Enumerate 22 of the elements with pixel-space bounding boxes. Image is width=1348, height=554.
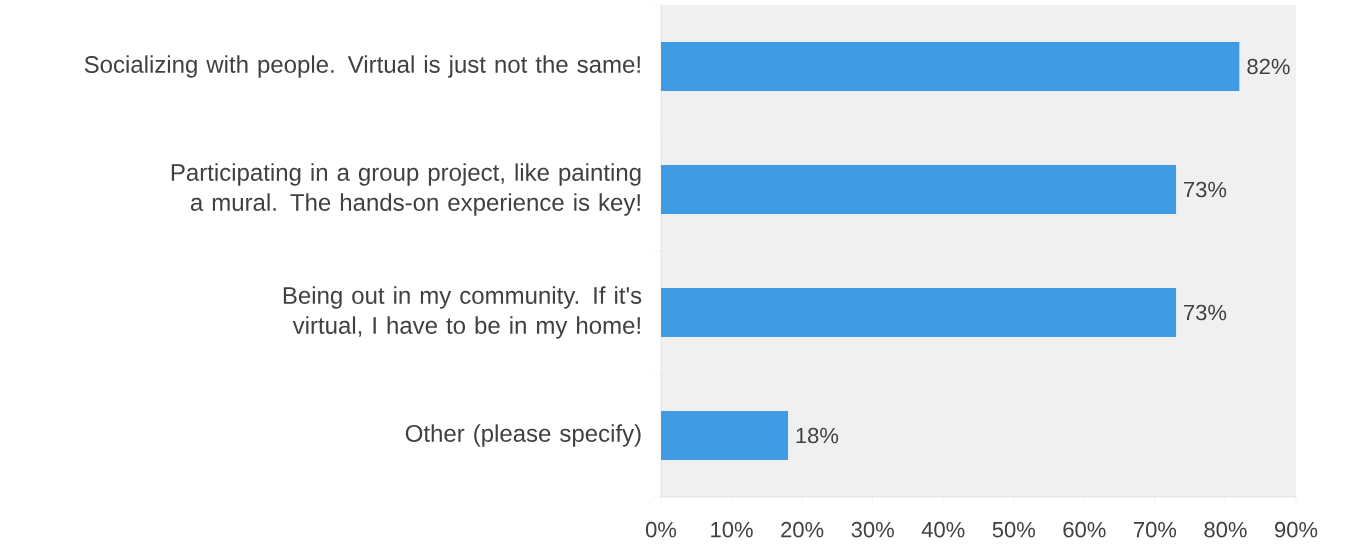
data-label: 73% [1184,181,1227,198]
x-tick-label: 20% [781,521,824,538]
x-tick-label: 40% [921,521,965,538]
data-label: 73% [1184,304,1227,321]
x-tick-label: 60% [1063,521,1106,538]
data-label: 18% [796,427,839,444]
x-tick-label: 0% [645,521,677,538]
bar [661,287,1177,338]
x-tick-label: 80% [1204,521,1247,538]
bar [661,164,1177,215]
y-tick-label: Socializing with people. Virtual is just not the same! [84,55,640,78]
y-tick-label: Participating in a group project, like painting a mural. The hands-on experience is key! [171,163,641,216]
y-tick-label: Other (please specify) [405,424,641,447]
x-tick-label: 30% [851,521,894,538]
x-tick-label: 90% [1275,521,1318,538]
y-tick-label: Being out in my community. If it's virtual, I have to be in my home! [283,286,642,339]
x-tick-label: 10% [711,521,753,538]
bar [661,410,788,461]
x-tick-label: 70% [1134,521,1177,538]
x-tick-label: 50% [992,521,1035,538]
bar [661,41,1240,92]
data-label: 82% [1247,58,1290,75]
